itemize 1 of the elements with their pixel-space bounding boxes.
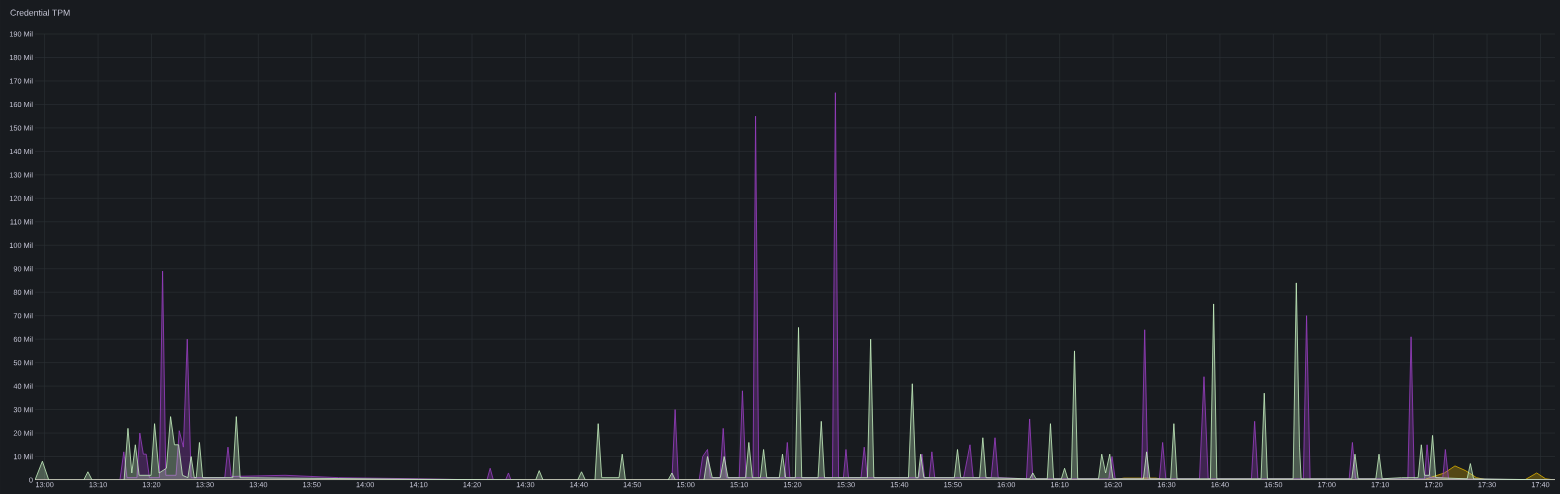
chart-title: Credential TPM — [10, 9, 70, 16]
